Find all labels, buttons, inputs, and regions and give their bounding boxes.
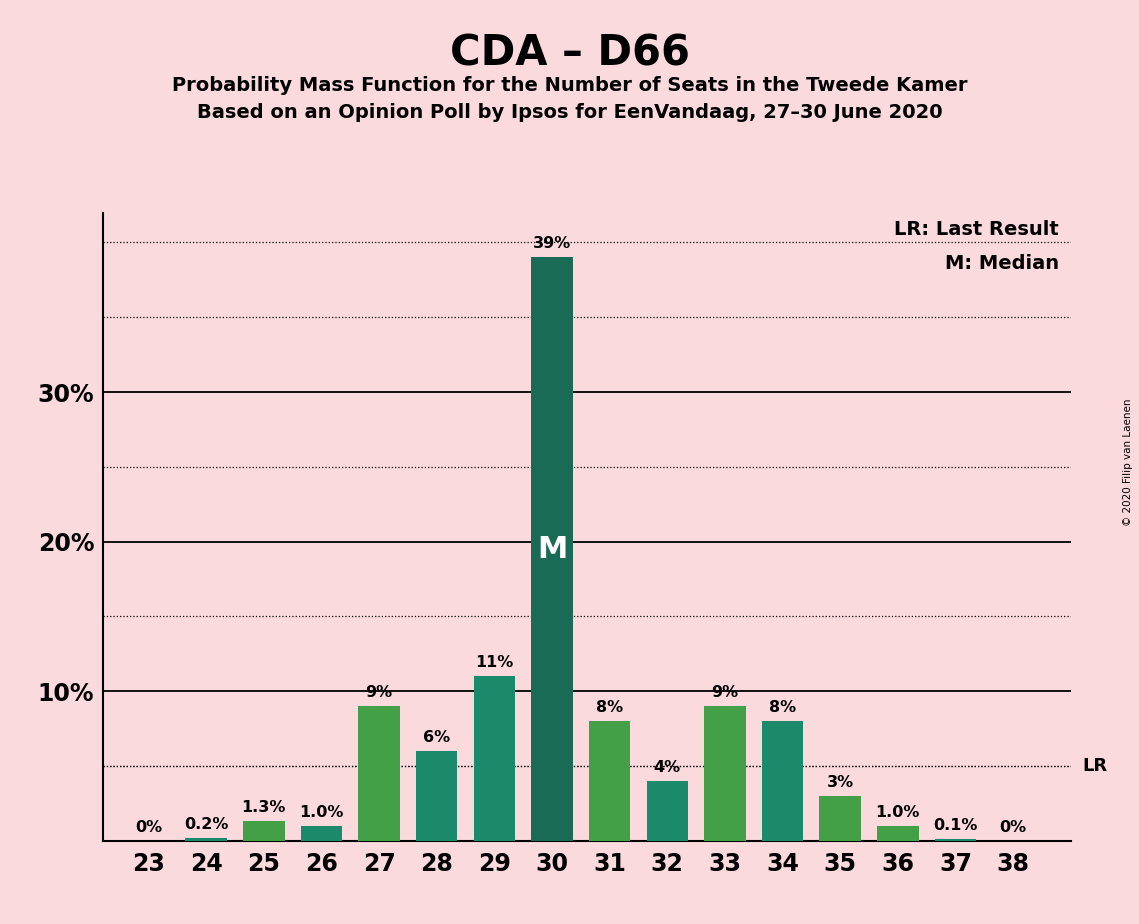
Bar [416,751,458,841]
Text: 39%: 39% [533,237,571,251]
Text: LR: Last Result: LR: Last Result [894,220,1059,239]
Text: 11%: 11% [475,655,514,670]
Text: 9%: 9% [366,686,393,700]
Text: 9%: 9% [712,686,738,700]
Text: 0%: 0% [136,820,162,835]
Text: 4%: 4% [654,760,681,775]
Bar [301,826,342,841]
Text: 1.0%: 1.0% [300,805,344,820]
Bar [647,781,688,841]
Text: Based on an Opinion Poll by Ipsos for EenVandaag, 27–30 June 2020: Based on an Opinion Poll by Ipsos for Ee… [197,103,942,123]
Text: CDA – D66: CDA – D66 [450,32,689,74]
Text: 8%: 8% [596,700,623,715]
Text: 0.2%: 0.2% [185,817,229,832]
Text: M: M [536,535,567,564]
Text: M: Median: M: Median [945,254,1059,274]
Bar [589,721,630,841]
Bar [474,676,515,841]
Text: © 2020 Filip van Laenen: © 2020 Filip van Laenen [1123,398,1133,526]
Bar [877,826,918,841]
Bar [531,258,573,841]
Text: Probability Mass Function for the Number of Seats in the Tweede Kamer: Probability Mass Function for the Number… [172,76,967,95]
Text: 0.1%: 0.1% [933,819,977,833]
Text: 0%: 0% [999,820,1026,835]
Bar [704,706,746,841]
Text: 1.3%: 1.3% [241,800,286,815]
Bar [819,796,861,841]
Text: 3%: 3% [827,775,854,790]
Text: LR: LR [1082,757,1107,775]
Text: 8%: 8% [769,700,796,715]
Text: 6%: 6% [424,730,450,745]
Text: 1.0%: 1.0% [876,805,920,820]
Bar [186,838,227,841]
Bar [243,821,285,841]
Bar [762,721,803,841]
Bar [935,839,976,841]
Bar [359,706,400,841]
